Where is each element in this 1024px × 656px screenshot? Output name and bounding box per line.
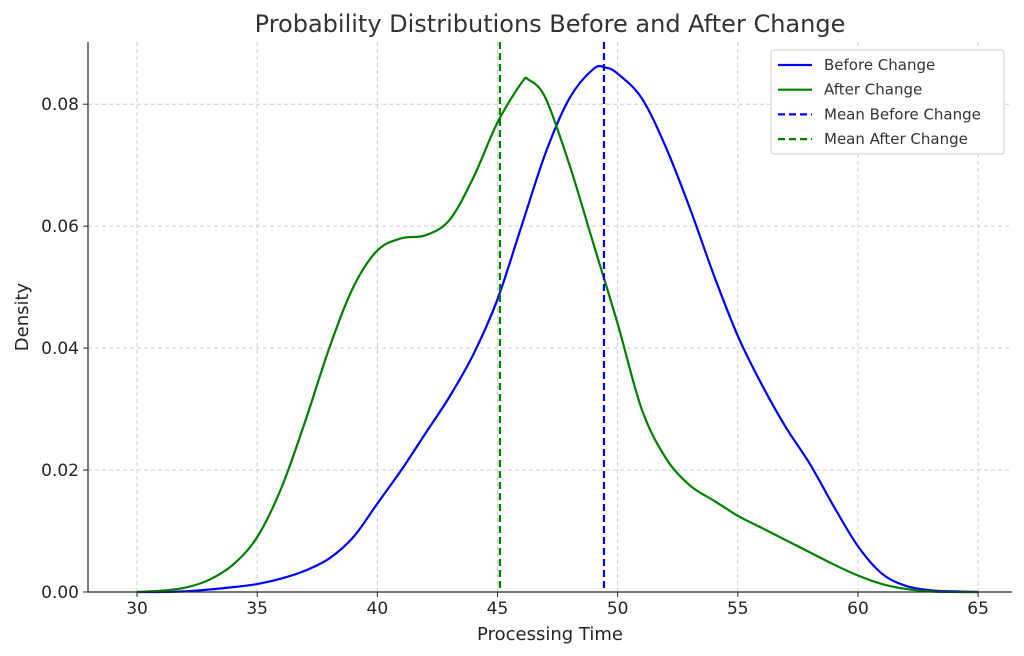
x-tick-label: 30 bbox=[126, 599, 148, 619]
legend-label: Mean After Change bbox=[824, 130, 968, 148]
x-tick-label: 60 bbox=[847, 599, 869, 619]
x-tick-label: 55 bbox=[727, 599, 749, 619]
legend: Before Change After Change Mean Before Cha… bbox=[770, 49, 1005, 155]
legend-label: Before Change bbox=[824, 56, 935, 74]
grid bbox=[88, 42, 1012, 592]
y-tick-label: 0.00 bbox=[41, 583, 79, 603]
x-tick-label: 40 bbox=[367, 599, 389, 619]
y-tick-label: 0.02 bbox=[41, 461, 79, 481]
x-tick-label: 50 bbox=[607, 599, 629, 619]
x-tick-label: 35 bbox=[246, 599, 268, 619]
chart-title: Probability Distributions Before and Aft… bbox=[255, 10, 846, 38]
y-tick-label: 0.04 bbox=[41, 339, 79, 359]
series-layer bbox=[136, 42, 979, 594]
y-tick-label: 0.06 bbox=[41, 217, 79, 237]
legend-label: After Change bbox=[824, 81, 922, 99]
after-change-curve bbox=[136, 76, 979, 594]
y-tick-label: 0.08 bbox=[41, 95, 79, 115]
y-axis-label: Density bbox=[12, 282, 33, 351]
x-tick-label: 45 bbox=[487, 599, 509, 619]
x-axis-label: Processing Time bbox=[477, 624, 623, 645]
before-change-curve bbox=[137, 64, 979, 594]
x-tick-label: 65 bbox=[967, 599, 989, 619]
legend-label: Mean Before Change bbox=[824, 105, 981, 123]
ticks: 30 35 40 45 50 55 60 65 0.00 0.02 0.04 0.06 0.08 bbox=[41, 95, 989, 619]
